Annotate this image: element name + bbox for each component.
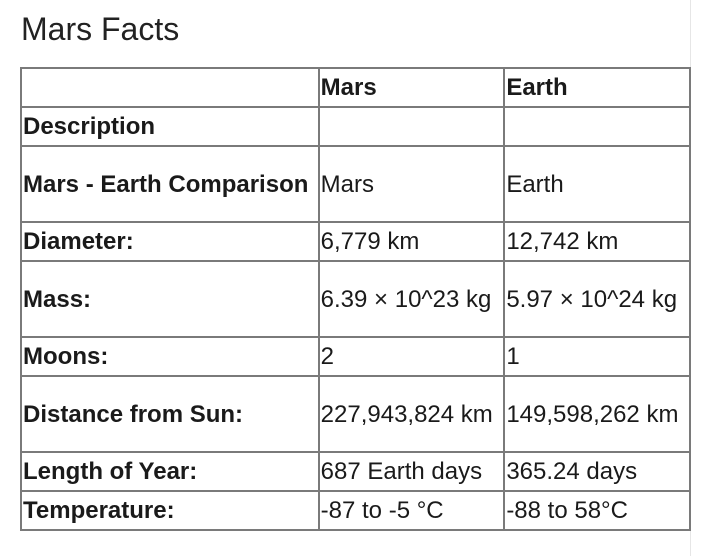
page-title: Mars Facts [21, 11, 180, 47]
table-row: Mars - Earth Comparison Mars Earth [21, 146, 690, 222]
earth-value: 1 [504, 337, 690, 376]
table-header-cell-earth: Earth [504, 68, 690, 107]
earth-value: -88 to 58°C [504, 491, 690, 530]
mars-value: -87 to -5 °C [318, 491, 505, 530]
row-label: Mass: [21, 261, 319, 337]
earth-value [504, 107, 690, 146]
mars-value: 2 [318, 337, 505, 376]
row-label: Mars - Earth Comparison [21, 146, 319, 222]
table-row: Moons: 2 1 [21, 337, 690, 376]
table-row: Length of Year: 687 Earth days 365.24 da… [21, 452, 690, 491]
mars-value [318, 107, 505, 146]
earth-value: 5.97 × 10^24 kg [504, 261, 690, 337]
table-row: Distance from Sun: 227,943,824 km 149,59… [21, 376, 690, 452]
table-header-cell-empty [21, 68, 319, 107]
row-label: Diameter: [21, 222, 319, 261]
row-label: Length of Year: [21, 452, 319, 491]
table-row: Temperature: -87 to -5 °C -88 to 58°C [21, 491, 690, 530]
mars-earth-facts-table: Mars Earth Description Mars - Earth Comp… [20, 67, 691, 531]
earth-value: 149,598,262 km [504, 376, 690, 452]
row-label: Description [21, 107, 319, 146]
row-label: Distance from Sun: [21, 376, 319, 452]
mars-value: 6.39 × 10^23 kg [318, 261, 505, 337]
earth-value: 12,742 km [504, 222, 690, 261]
table-row: Description [21, 107, 690, 146]
row-label: Moons: [21, 337, 319, 376]
mars-value: 6,779 km [318, 222, 505, 261]
table-row: Diameter: 6,779 km 12,742 km [21, 222, 690, 261]
earth-value: Earth [504, 146, 690, 222]
table-header-row: Mars Earth [21, 68, 690, 107]
earth-value: 365.24 days [504, 452, 690, 491]
mars-value: 687 Earth days [318, 452, 505, 491]
table-header-cell-mars: Mars [318, 68, 505, 107]
mars-value: 227,943,824 km [318, 376, 505, 452]
table-row: Mass: 6.39 × 10^23 kg 5.97 × 10^24 kg [21, 261, 690, 337]
mars-value: Mars [318, 146, 505, 222]
row-label: Temperature: [21, 491, 319, 530]
